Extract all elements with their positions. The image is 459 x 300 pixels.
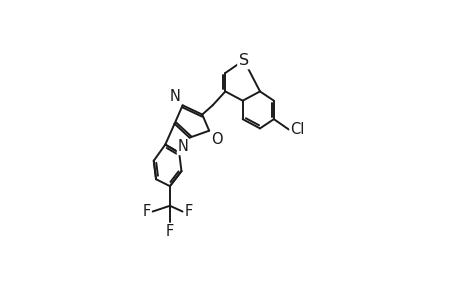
Text: S: S [238,53,248,68]
Text: N: N [169,89,180,104]
Text: F: F [184,204,192,219]
Text: F: F [165,224,174,239]
Text: O: O [211,132,222,147]
Text: N: N [177,140,188,154]
Text: Cl: Cl [290,122,304,137]
Text: F: F [142,204,151,219]
